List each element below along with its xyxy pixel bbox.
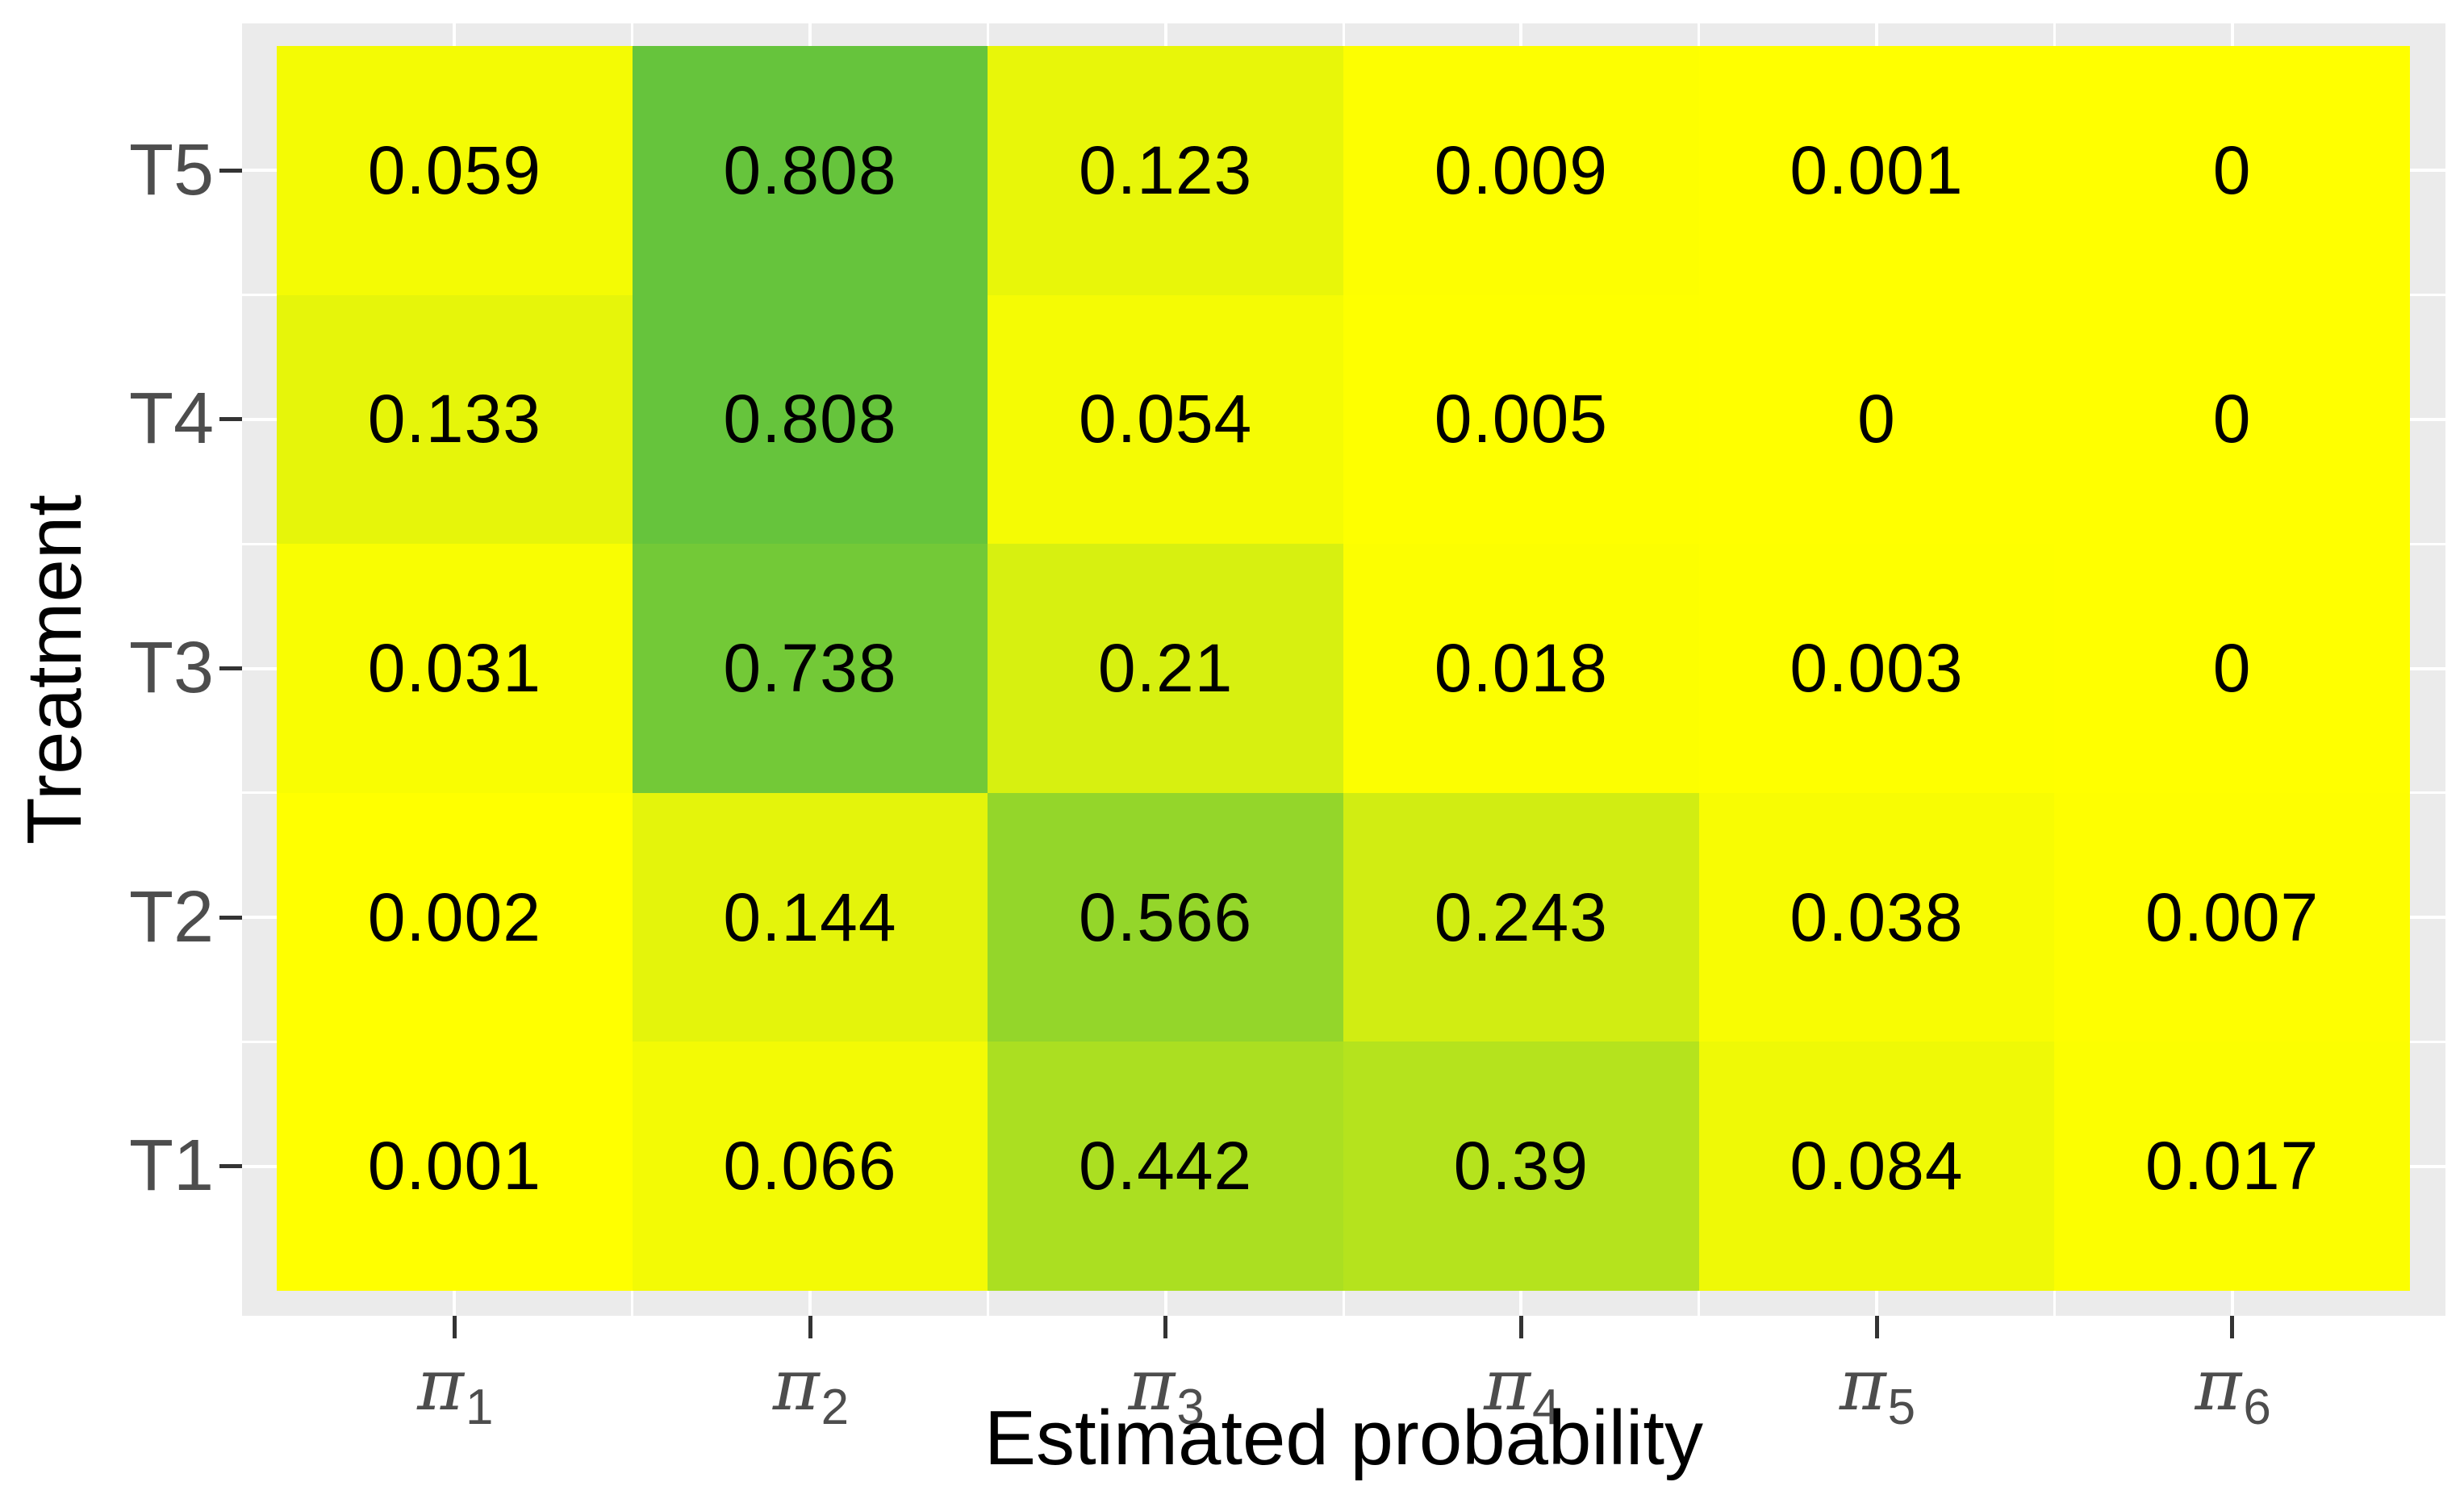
heatmap-cell: 0.808 [632,294,988,545]
heatmap-cell: 0.059 [277,46,633,295]
pi-subscript: 2 [821,1380,850,1435]
heatmap-cell: 0.054 [988,294,1343,545]
heatmap-cell: 0.002 [277,792,633,1042]
y-tick-mark [219,417,242,422]
heatmap-cell: 0.001 [277,1042,633,1291]
pi-subscript: 6 [2243,1380,2271,1435]
pi-subscript: 3 [1176,1380,1205,1435]
heatmap-cell: 0.007 [2054,792,2410,1042]
x-tick-mark [2230,1316,2235,1338]
y-tick-label: T5 [128,129,214,211]
heatmap-cell: 0.018 [1343,544,1699,793]
heatmap-cell: 0 [1698,294,2055,545]
y-tick-label: T4 [128,378,214,460]
heatmap-cell: 0 [2054,46,2410,295]
y-tick-label: T3 [128,628,214,708]
pi-symbol: π [772,1343,820,1426]
heatmap-cell: 0.21 [988,544,1343,793]
y-tick-mark [219,915,242,920]
y-tick-mark [219,666,242,670]
pi-subscript: 5 [1887,1380,1916,1435]
pi-symbol: π [417,1343,464,1426]
heatmap-cell: 0.017 [2054,1042,2410,1291]
y-tick-mark [219,1164,242,1169]
heatmap-cell: 0.001 [1698,46,2055,295]
x-tick-mark [1518,1316,1523,1338]
heatmap-cell: 0 [2054,544,2410,793]
heatmap-cell: 0.038 [1698,792,2055,1042]
y-tick-mark [219,168,242,173]
heatmap-cell: 0.031 [277,544,633,793]
heatmap-cell: 0.123 [988,46,1343,295]
x-tick-mark [1163,1316,1168,1338]
y-tick-label: T1 [128,1125,214,1207]
heatmap-cell: 0.566 [988,792,1343,1042]
heatmap-cell: 0.066 [632,1042,988,1291]
y-tick-label: T2 [128,876,214,958]
heatmap-cell: 0.005 [1343,294,1699,545]
x-axis-title: Estimated probability [984,1395,1704,1481]
x-tick-mark [1874,1316,1879,1338]
pi-subscript: 1 [466,1380,494,1435]
pi-subscript: 4 [1532,1380,1560,1435]
heatmap-tiles: 0.059 0.808 0.123 0.009 0.001 0 0.133 0.808 0.05… [277,46,2410,1291]
pi-symbol: π [1839,1343,1886,1426]
pi-symbol: π [2195,1343,2242,1426]
pi-symbol: π [1484,1343,1531,1426]
heatmap-cell: 0.39 [1343,1042,1699,1291]
pi-symbol: π [1128,1343,1176,1426]
heatmap-cell: 0 [2054,294,2410,545]
heatmap-cell: 0.084 [1698,1042,2055,1291]
heatmap-cell: 0.243 [1343,792,1699,1042]
heatmap-cell: 0.003 [1698,544,2055,793]
heatmap-cell: 0.442 [988,1042,1343,1291]
heatmap-cell: 0.738 [632,544,988,793]
heatmap-cell: 0.144 [632,792,988,1042]
heatmap-cell: 0.133 [277,294,633,545]
x-tick-mark [452,1316,457,1338]
x-tick-mark [808,1316,812,1338]
heatmap-cell: 0.009 [1343,46,1699,295]
heatmap-cell: 0.808 [632,46,988,295]
